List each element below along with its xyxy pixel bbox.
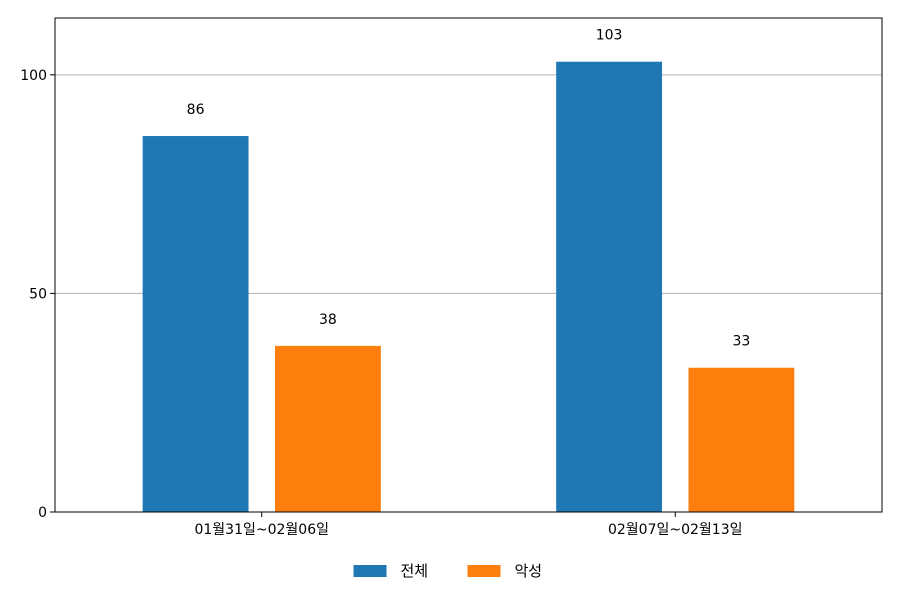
bar-malicious-1 xyxy=(688,367,795,512)
plot-area-frame xyxy=(54,17,883,513)
x-tick-label: 02월07일~02월13일 xyxy=(608,522,743,538)
y-tick-label: 50 xyxy=(29,286,47,302)
data-labels: 86 38 103 33 xyxy=(187,28,751,350)
legend-label: 전체 xyxy=(401,562,429,580)
x-axis-ticks: 01월31일~02월06일 02월07일~02월13일 xyxy=(194,512,743,538)
data-label: 33 xyxy=(732,334,750,350)
data-label: 86 xyxy=(187,102,205,118)
bar-total-0 xyxy=(142,136,249,512)
legend-swatch-malicious xyxy=(467,565,501,577)
y-axis-ticks: 0 50 100 xyxy=(20,68,55,521)
bar-malicious-0 xyxy=(274,345,381,512)
legend-swatch-total xyxy=(353,565,387,577)
bar-total-1 xyxy=(556,61,663,512)
x-tick-label: 01월31일~02월06일 xyxy=(194,522,329,538)
legend: 전체 악성 xyxy=(353,562,543,580)
y-tick-label: 100 xyxy=(20,68,47,84)
y-tick-label: 0 xyxy=(38,505,47,521)
data-label: 38 xyxy=(319,312,337,328)
data-label: 103 xyxy=(596,28,623,44)
bars xyxy=(142,61,795,512)
legend-label: 악성 xyxy=(515,562,543,580)
